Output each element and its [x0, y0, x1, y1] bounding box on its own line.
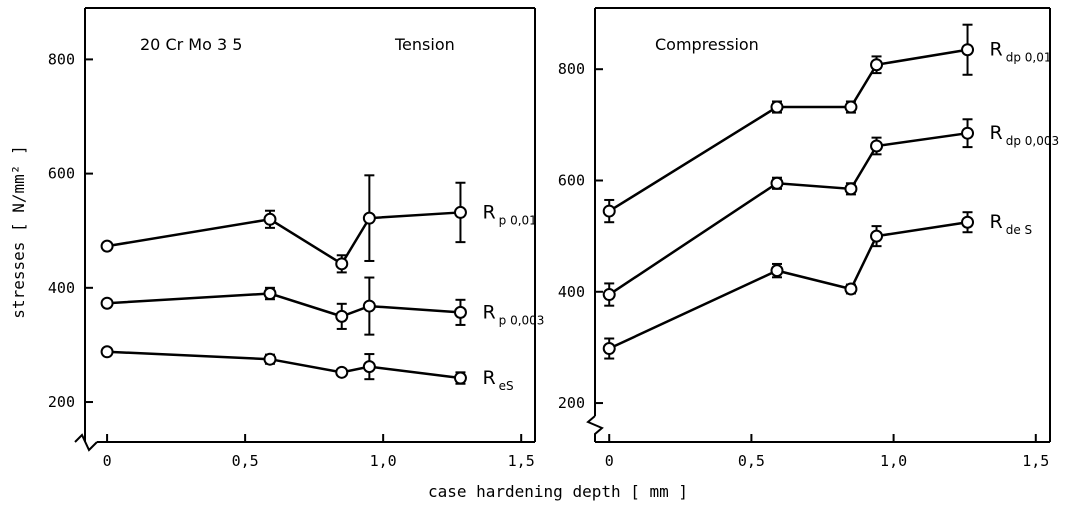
data-point	[961, 126, 975, 140]
x-tick-label: 1,0	[370, 452, 397, 470]
y-tick-label: 400	[558, 283, 585, 301]
data-point	[961, 43, 975, 57]
data-point	[770, 176, 784, 190]
data-point	[263, 287, 277, 301]
series-line	[107, 292, 461, 318]
series-line	[107, 350, 461, 380]
data-point	[263, 352, 277, 366]
x-tick-label: 0	[103, 452, 112, 470]
x-tick-label: 0,5	[738, 452, 765, 470]
x-tick-label: 0	[605, 452, 614, 470]
x-axis-title: case hardening depth [ mm ]	[428, 482, 688, 501]
data-point	[362, 360, 376, 374]
data-point	[335, 309, 349, 323]
data-point	[770, 264, 784, 278]
data-point	[844, 182, 858, 196]
series-line	[608, 131, 968, 296]
x-tick-label: 0,5	[232, 452, 259, 470]
x-tick-label: 1,0	[880, 452, 907, 470]
data-point	[961, 215, 975, 229]
data-point	[844, 282, 858, 296]
data-point	[602, 288, 616, 302]
data-point	[453, 205, 467, 219]
data-point	[335, 257, 349, 271]
data-point	[844, 100, 858, 114]
y-tick-label: 200	[48, 393, 75, 411]
series-line	[608, 48, 968, 213]
load-case-title: Tension	[394, 35, 455, 54]
series-line	[106, 211, 461, 266]
tension-panel: 200 400 600 800 0 0,5 1,0 1,5 20 Cr Mo 3 5 Tensio…	[48, 7, 544, 470]
data-point	[602, 342, 616, 356]
material-label: 20 Cr Mo 3 5	[140, 35, 242, 54]
y-tick-label: 800	[48, 50, 75, 68]
load-case-title: Compression	[655, 35, 759, 54]
y-tick-label: 800	[558, 60, 585, 78]
x-tick-label: 1,5	[508, 452, 535, 470]
series-line	[608, 220, 968, 350]
y-axis-title: stresses [ N/mm² ]	[9, 145, 28, 318]
data-point	[100, 296, 114, 310]
y-tick-label: 200	[558, 394, 585, 412]
data-point	[770, 100, 784, 114]
data-point	[453, 371, 467, 385]
data-point	[263, 212, 277, 226]
y-tick-label: 400	[48, 279, 75, 297]
data-point	[362, 211, 376, 225]
axis-break-mark	[586, 415, 604, 442]
y-tick-label: 600	[558, 171, 585, 189]
data-point	[100, 345, 114, 359]
x-tick-label: 1,5	[1022, 452, 1049, 470]
data-point	[870, 229, 884, 243]
data-point	[453, 305, 467, 319]
data-point	[870, 139, 884, 153]
axis-break-mark	[74, 433, 98, 452]
data-point	[602, 204, 616, 218]
y-tick-label: 600	[48, 165, 75, 183]
data-point	[100, 239, 114, 253]
data-point	[335, 365, 349, 379]
data-point	[870, 58, 884, 72]
data-point	[362, 299, 376, 313]
